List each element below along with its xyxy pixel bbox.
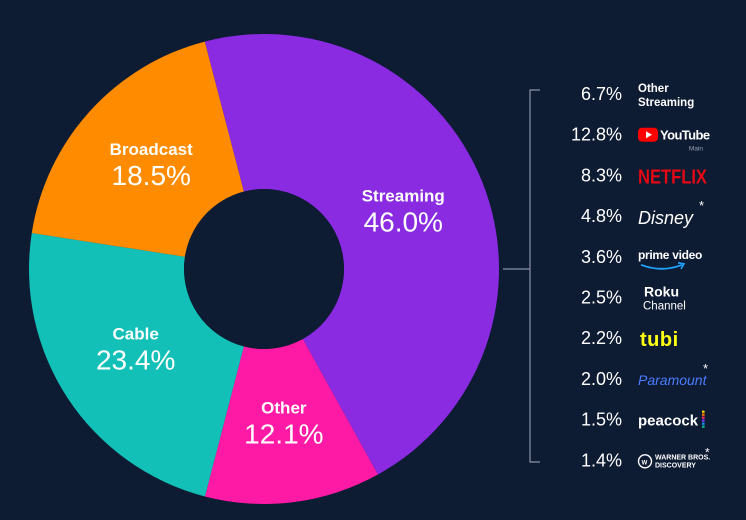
slice-label-cable: Cable — [113, 324, 159, 343]
breakdown-row-warner-bros-discovery: 1.4% W WARNER BROS.DISCOVERY * — [581, 445, 710, 470]
breakdown-row-paramount: 2.0% Paramount* — [581, 361, 708, 389]
slice-other — [204, 338, 378, 504]
svg-text:Streaming: Streaming — [638, 97, 694, 109]
breakdown-value-prime-video: 3.6% — [581, 247, 622, 267]
slice-value-broadcast: 18.5% — [112, 160, 191, 191]
slice-label-streaming: Streaming — [362, 186, 445, 205]
netflix-logo: NETFLIX — [638, 165, 707, 188]
slice-value-cable: 23.4% — [96, 344, 175, 375]
prime-video-logo: prime video — [638, 248, 702, 270]
breakdown-row-peacock: 1.5% peacock — [581, 410, 705, 430]
breakdown-value-netflix: 8.3% — [581, 165, 622, 185]
tubi-logo: tubi — [640, 329, 679, 351]
wbd-logo: W WARNER BROS.DISCOVERY * — [637, 445, 710, 469]
breakdown-row-prime-video: 3.6% prime video — [581, 247, 702, 270]
breakdown-value-peacock: 1.5% — [581, 410, 622, 430]
breakdown-value-youtube: 12.8% — [571, 125, 622, 145]
breakdown-row-youtube: 12.8% YouTube Main — [571, 125, 710, 153]
donut-hole — [184, 189, 344, 349]
svg-text:Other: Other — [638, 83, 669, 95]
breakdown-row-other-streaming: 6.7% Other Streaming — [581, 83, 694, 109]
svg-text:Paramount: Paramount — [638, 372, 708, 388]
svg-text:WARNER BROS.: WARNER BROS. — [655, 454, 710, 461]
peacock-logo: peacock — [638, 410, 705, 430]
breakdown-value-disney: 4.8% — [581, 206, 622, 226]
donut-slices — [29, 34, 499, 504]
breakdown-row-netflix: 8.3% NETFLIX — [581, 165, 707, 188]
svg-text:*: * — [703, 361, 708, 376]
svg-text:YouTube: YouTube — [660, 128, 710, 143]
other-streaming-text: Other Streaming — [638, 83, 694, 109]
svg-text:peacock: peacock — [638, 413, 699, 430]
svg-text:*: * — [705, 445, 710, 459]
slice-value-other: 12.1% — [244, 419, 323, 450]
svg-text:tubi: tubi — [640, 329, 679, 351]
slice-broadcast — [31, 41, 244, 257]
paramount-logo: Paramount* — [638, 361, 708, 388]
youtube-logo: YouTube Main — [638, 127, 710, 153]
disney-logo: Disney * — [638, 198, 704, 228]
slice-value-streaming: 46.0% — [364, 206, 443, 237]
svg-text:Main: Main — [689, 146, 703, 153]
breakdown-value-tubi: 2.2% — [581, 328, 622, 348]
slice-label-other: Other — [261, 399, 307, 418]
svg-text:Roku: Roku — [644, 284, 679, 300]
slice-cable — [29, 233, 244, 497]
slice-streaming — [204, 34, 499, 475]
streaming-breakdown-bracket — [503, 89, 540, 463]
svg-text:NETFLIX: NETFLIX — [638, 165, 707, 188]
svg-text:Disney: Disney — [638, 208, 694, 228]
slice-label-broadcast: Broadcast — [110, 140, 193, 159]
svg-text:*: * — [699, 198, 704, 213]
breakdown-value-paramount: 2.0% — [581, 369, 622, 389]
breakdown-value-roku-channel: 2.5% — [581, 288, 622, 308]
svg-text:DISCOVERY: DISCOVERY — [655, 462, 696, 469]
svg-text:prime video: prime video — [638, 248, 702, 262]
svg-text:W: W — [642, 460, 648, 466]
breakdown-value-warner-bros-discovery: 1.4% — [581, 450, 622, 470]
breakdown-row-tubi: 2.2% tubi — [581, 328, 679, 351]
breakdown-value-other-streaming: 6.7% — [581, 84, 622, 104]
svg-text:Channel: Channel — [643, 301, 686, 313]
streaming-breakdown-list: 6.7% Other Streaming 12.8% YouTube Main 8.3% NE… — [571, 83, 710, 470]
breakdown-row-disney: 4.8% Disney * — [581, 198, 704, 228]
